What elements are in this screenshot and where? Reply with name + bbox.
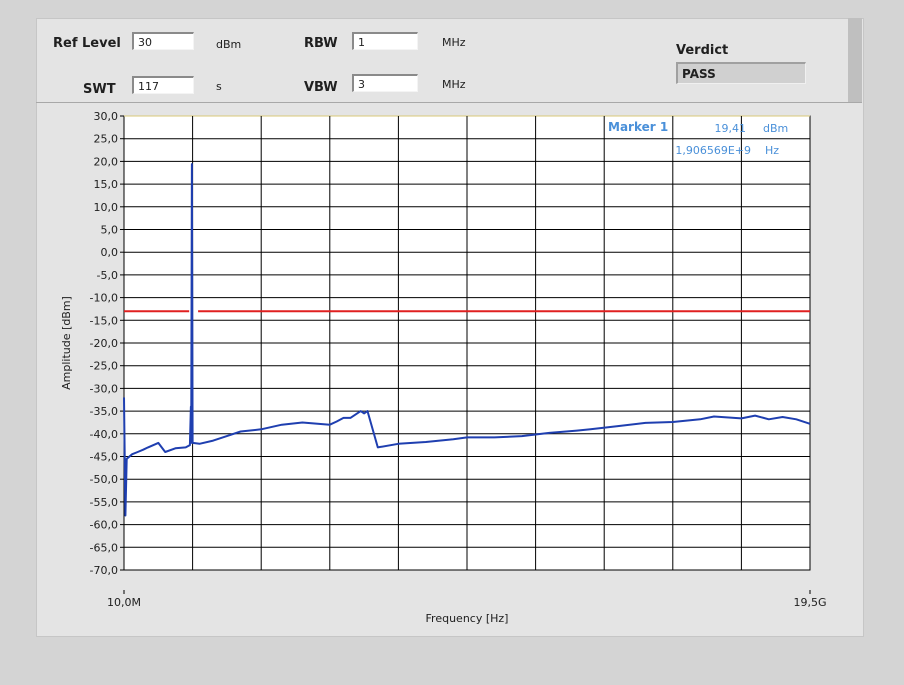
header-separator [36,102,862,103]
y-tick-label: 10,0 [94,201,119,214]
grid [124,116,810,570]
swt-input[interactable]: 117 [132,76,194,94]
y-tick-label: 30,0 [94,110,119,123]
rbw-unit: MHz [442,36,466,49]
y-tick-label: 5,0 [101,224,119,237]
y-tick-label: 0,0 [101,246,119,259]
ref-level-label: Ref Level [53,36,121,51]
marker-frequency: 1,906569E+9 [675,144,751,157]
verdict-label: Verdict [676,43,729,58]
x-axis-label: Frequency [Hz] [426,612,509,625]
vbw-unit: MHz [442,78,466,91]
trace-line [123,163,811,517]
ref-level-unit: dBm [216,38,242,51]
marker-label: Marker 1 [608,120,668,134]
y-tick-label: 20,0 [94,155,119,168]
x-tick-label: 10,0M [107,596,141,609]
y-tick-label: 25,0 [94,133,119,146]
x-axis: 10,0M 19,5G [107,590,827,609]
panel-edge [848,18,862,102]
y-tick-label: -5,0 [97,269,118,282]
swt-label: SWT [83,82,116,97]
y-tick-label: -60,0 [90,519,118,532]
marker-amplitude: 19,41 [715,122,747,135]
y-tick-label: -40,0 [90,428,118,441]
marker-frequency-unit: Hz [765,144,779,157]
vbw-label: VBW [304,80,338,95]
verdict-indicator: PASS [676,62,806,84]
y-tick-label: -65,0 [90,541,118,554]
y-tick-label: -25,0 [90,360,118,373]
y-tick-label: -15,0 [90,314,118,327]
y-tick-label: -10,0 [90,292,118,305]
x-tick-label: 19,5G [793,596,826,609]
marker-amplitude-unit: dBm [763,122,788,135]
y-axis: 30,0 25,0 20,0 15,0 10,0 5,0 0,0 -5,0 -10,0 -15,0… [90,110,124,577]
y-axis-label: Amplitude [dBm] [60,296,73,390]
y-tick-label: -70,0 [90,564,118,577]
y-tick-label: -30,0 [90,382,118,395]
y-tick-label: -35,0 [90,405,118,418]
y-tick-label: -20,0 [90,337,118,350]
rbw-label: RBW [304,36,338,51]
settings-header: Ref Level 30 dBm SWT 117 s RBW 1 MHz VBW… [36,18,848,102]
rbw-input[interactable]: 1 [352,32,418,50]
ref-level-input[interactable]: 30 [132,32,194,50]
y-tick-label: -50,0 [90,473,118,486]
y-tick-label: 15,0 [94,178,119,191]
vbw-input[interactable]: 3 [352,74,418,92]
y-tick-label: -45,0 [90,451,118,464]
y-tick-label: -55,0 [90,496,118,509]
swt-unit: s [216,80,222,93]
